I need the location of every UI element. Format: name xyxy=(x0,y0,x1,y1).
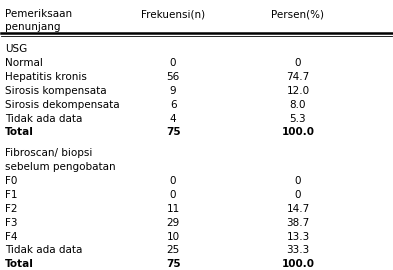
Text: Sirosis dekompensata: Sirosis dekompensata xyxy=(5,100,120,110)
Text: 9: 9 xyxy=(170,86,176,96)
Text: 74.7: 74.7 xyxy=(286,72,310,82)
Text: 0: 0 xyxy=(295,190,301,200)
Text: 0: 0 xyxy=(170,176,176,186)
Text: Fibroscan/ biopsi: Fibroscan/ biopsi xyxy=(5,148,93,158)
Text: 33.3: 33.3 xyxy=(286,245,310,255)
Text: 11: 11 xyxy=(167,204,180,214)
Text: 4: 4 xyxy=(170,114,176,124)
Text: Hepatitis kronis: Hepatitis kronis xyxy=(5,72,87,82)
Text: penunjang: penunjang xyxy=(5,22,61,32)
Text: Total: Total xyxy=(5,127,34,137)
Text: 0: 0 xyxy=(295,176,301,186)
Text: 38.7: 38.7 xyxy=(286,218,310,228)
Text: Frekuensi(n): Frekuensi(n) xyxy=(141,9,205,19)
Text: USG: USG xyxy=(5,44,28,54)
Text: 0: 0 xyxy=(295,58,301,68)
Text: 100.0: 100.0 xyxy=(281,127,314,137)
Text: F3: F3 xyxy=(5,218,18,228)
Text: 10: 10 xyxy=(167,231,180,241)
Text: 13.3: 13.3 xyxy=(286,231,310,241)
Text: sebelum pengobatan: sebelum pengobatan xyxy=(5,162,116,172)
Text: F0: F0 xyxy=(5,176,18,186)
Text: 0: 0 xyxy=(170,58,176,68)
Text: 100.0: 100.0 xyxy=(281,259,314,269)
Text: F2: F2 xyxy=(5,204,18,214)
Text: 8.0: 8.0 xyxy=(290,100,306,110)
Text: Normal: Normal xyxy=(5,58,43,68)
Text: Pemeriksaan: Pemeriksaan xyxy=(5,9,72,19)
Text: 56: 56 xyxy=(167,72,180,82)
Text: 25: 25 xyxy=(167,245,180,255)
Text: F4: F4 xyxy=(5,231,18,241)
Text: 29: 29 xyxy=(167,218,180,228)
Text: 75: 75 xyxy=(166,127,180,137)
Text: Total: Total xyxy=(5,259,34,269)
Text: Persen(%): Persen(%) xyxy=(272,9,325,19)
Text: 5.3: 5.3 xyxy=(290,114,306,124)
Text: Sirosis kompensata: Sirosis kompensata xyxy=(5,86,107,96)
Text: Tidak ada data: Tidak ada data xyxy=(5,245,83,255)
Text: 6: 6 xyxy=(170,100,176,110)
Text: Tidak ada data: Tidak ada data xyxy=(5,114,83,124)
Text: 0: 0 xyxy=(170,190,176,200)
Text: F1: F1 xyxy=(5,190,18,200)
Text: 14.7: 14.7 xyxy=(286,204,310,214)
Text: 12.0: 12.0 xyxy=(286,86,310,96)
Text: 75: 75 xyxy=(166,259,180,269)
